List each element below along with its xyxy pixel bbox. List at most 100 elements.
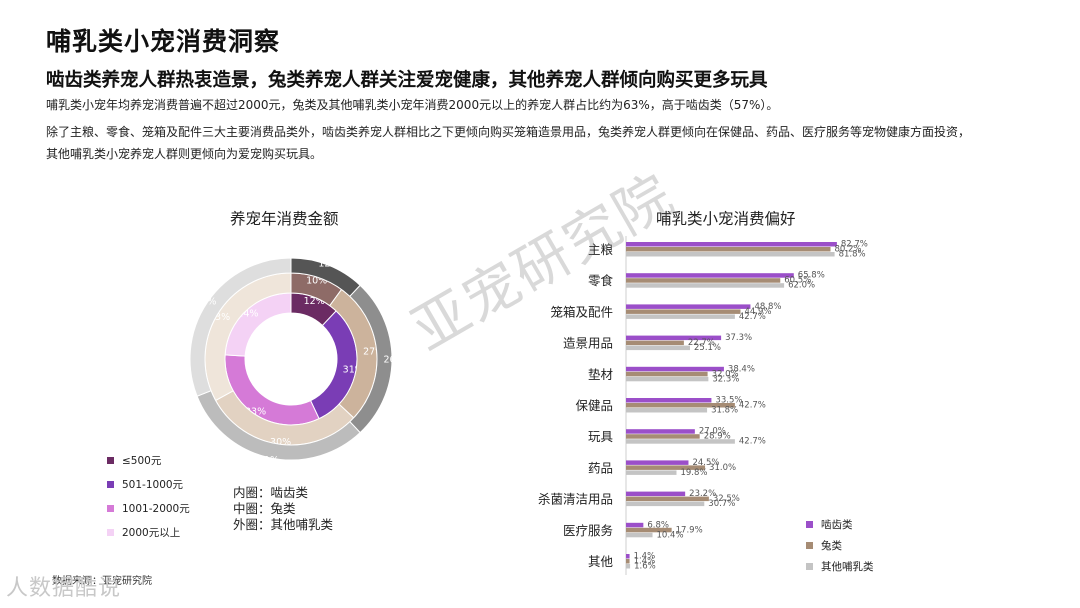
legend-label: 啮齿类	[821, 519, 853, 531]
category-label: 垫材	[588, 367, 613, 382]
legend-item-501-1000: 501-1000元	[107, 472, 190, 496]
bar-data-label: 81.8%	[839, 250, 866, 260]
bar-chart-title: 哺乳类小宠消费偏好	[656, 210, 796, 228]
bar	[626, 335, 722, 341]
legend-label: 501-1000元	[122, 478, 184, 491]
bar	[626, 465, 706, 470]
ring-note: 内圈：啮齿类 中圈：兔类 外圈：其他哺乳类	[233, 485, 333, 533]
description-line-1: 哺乳类小宠年均养宠消费普遍不超过2000元，兔类及其他哺乳类小宠年消费2000元…	[46, 98, 779, 112]
bar	[626, 522, 644, 528]
donut-legend: ≤500元 501-1000元 1001-2000元 2000元以上	[107, 448, 190, 544]
bar-data-label: 65.8%	[798, 271, 825, 281]
donut-data-label: 12%	[304, 296, 325, 307]
category-label: 造景用品	[563, 336, 613, 351]
bar-data-label: 25.1%	[694, 343, 721, 353]
data-source: 数据来源：亚宠研究院	[52, 576, 152, 587]
bar	[626, 554, 630, 559]
legend-item-rodent: 啮齿类	[806, 514, 874, 535]
bar	[626, 366, 724, 372]
bar	[626, 434, 700, 439]
bar	[626, 376, 709, 382]
bar	[626, 314, 735, 319]
category-label: 零食	[588, 273, 614, 288]
bar-data-label: 42.7%	[739, 437, 766, 447]
bar-data-label: 1.6%	[634, 562, 656, 572]
legend-swatch	[806, 563, 813, 570]
bar	[626, 559, 630, 564]
bar-data-label: 37.3%	[725, 333, 752, 343]
legend-item-rabbit: 兔类	[806, 535, 874, 556]
bar	[626, 501, 705, 507]
category-label: 医疗服务	[563, 523, 613, 538]
bar	[626, 439, 735, 444]
ring-note-inner: 内圈：啮齿类	[233, 485, 309, 500]
legend-swatch	[107, 456, 114, 464]
category-label: 杀菌清洁用品	[538, 492, 613, 507]
bar	[626, 460, 689, 465]
bar	[626, 309, 741, 314]
legend-swatch	[107, 504, 114, 512]
bar	[626, 532, 653, 538]
bar	[626, 304, 751, 309]
bar	[626, 398, 712, 403]
ring-note-outer: 外圈：其他哺乳类	[233, 517, 334, 532]
donut-data-label: 30%	[270, 437, 291, 448]
bar-data-label: 19.8%	[680, 468, 707, 478]
bar-data-label: 32.0%	[712, 369, 739, 379]
bar	[626, 403, 735, 408]
donut-data-label: 10%	[306, 276, 327, 287]
bar-data-label: 30.7%	[708, 499, 735, 509]
category-label: 药品	[588, 460, 613, 475]
bar	[626, 564, 631, 569]
description-line-2: 除了主粮、零食、笼箱及配件三大主要消费品类外，啮齿类养宠人群相比之下更倾向购买笼…	[46, 125, 971, 139]
bar-data-label: 17.9%	[676, 525, 703, 535]
legend-label: 1001-2000元	[122, 502, 190, 515]
donut-data-label: 33%	[245, 407, 266, 418]
bar	[626, 252, 835, 257]
donut-data-label: 31%	[343, 364, 364, 375]
bar	[626, 278, 781, 283]
bar-data-label: 32.5%	[713, 494, 740, 504]
bar-data-label: 48.8%	[754, 302, 781, 312]
legend-label: ≤500元	[122, 454, 162, 467]
bar-data-label: 10.4%	[657, 530, 684, 540]
bar-data-label: 28.9%	[704, 432, 731, 442]
donut-data-label: 31%	[258, 455, 279, 466]
legend-label: 2000元以上	[122, 526, 181, 539]
donut-data-label: 24%	[237, 309, 258, 320]
donut-chart-title: 养宠年消费金额	[230, 210, 339, 228]
legend-swatch	[806, 542, 813, 549]
bar-data-label: 1.4%	[634, 557, 656, 567]
bar	[626, 470, 677, 475]
bar-data-label: 80.2%	[835, 245, 862, 255]
bar	[626, 429, 695, 434]
donut-segment	[189, 257, 292, 397]
category-label: 主粮	[588, 242, 614, 257]
bar	[626, 408, 708, 413]
bar-data-label: 6.8%	[647, 520, 669, 530]
bar-data-label: 31.8%	[711, 406, 738, 416]
page-title: 哺乳类小宠消费洞察	[46, 27, 281, 56]
corner-watermark: 人数据酷说	[6, 576, 122, 601]
bar-data-label: 27.0%	[699, 427, 726, 437]
donut-data-label: 33%	[209, 312, 230, 323]
donut-data-label: 31%	[195, 297, 216, 308]
bar-data-label: 62.0%	[788, 281, 815, 291]
bar-data-label: 32.3%	[712, 374, 739, 384]
bar-data-label: 38.4%	[728, 364, 755, 374]
legend-item-1001-2000: 1001-2000元	[107, 496, 190, 520]
bar	[626, 491, 686, 497]
category-label: 玩具	[588, 429, 614, 444]
bar-data-label: 44.9%	[744, 307, 771, 317]
bar-data-label: 82.7%	[841, 240, 868, 250]
category-label: 笼箱及配件	[550, 304, 613, 319]
bar-data-label: 1.4%	[634, 552, 656, 562]
bar	[626, 247, 831, 252]
bar-data-label: 31.0%	[709, 463, 736, 473]
bar-legend: 啮齿类 兔类 其他哺乳类	[806, 514, 874, 577]
donut-data-label: 26%	[383, 355, 404, 366]
legend-swatch	[107, 480, 114, 488]
bar	[626, 283, 785, 288]
